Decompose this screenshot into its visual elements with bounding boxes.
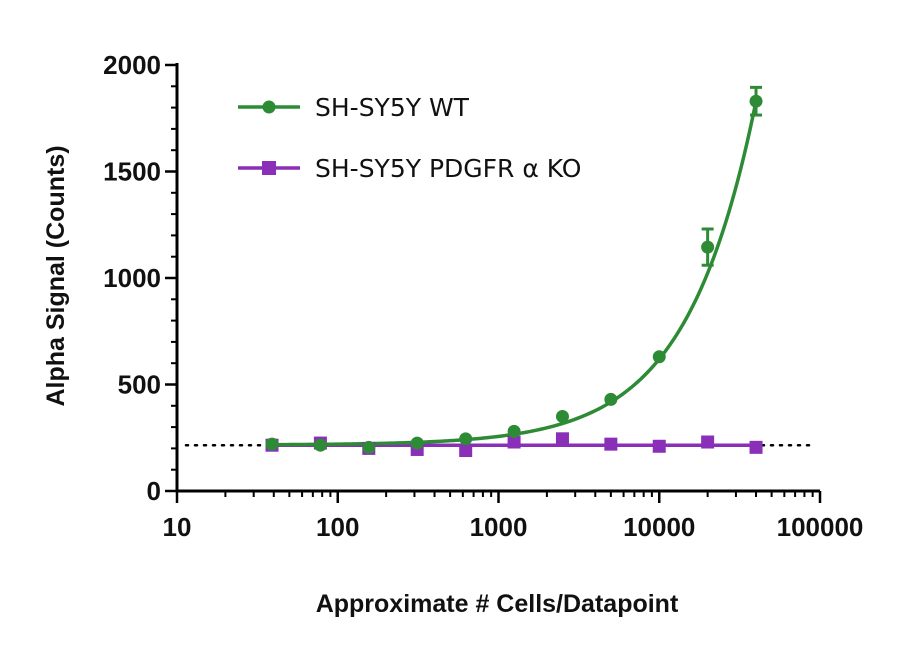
legend-item-wt: SH-SY5Y WT — [238, 93, 470, 122]
legend-ko-label: SH-SY5Y PDGFR α KO — [315, 154, 581, 183]
legend-wt-marker — [262, 100, 276, 114]
y-axis-title: Alpha Signal (Counts) — [42, 145, 70, 406]
wt-data-point — [749, 94, 763, 108]
y-tick-label: 500 — [118, 370, 161, 400]
y-tick-label: 0 — [147, 476, 161, 506]
x-axis-title: Approximate # Cells/Datapoint — [316, 590, 679, 618]
plot-area — [265, 85, 763, 458]
x-tick-label: 100 — [316, 512, 359, 542]
wt-data-point — [604, 392, 618, 406]
legend-ko-marker — [262, 161, 276, 175]
wt-data-point — [459, 432, 473, 446]
wt-data-point — [313, 438, 327, 452]
legend-wt-label: SH-SY5Y WT — [315, 93, 470, 122]
wt-data-point — [701, 240, 715, 254]
wt-data-point — [265, 437, 279, 451]
wt-data-point — [410, 436, 424, 450]
x-tick-label: 10000 — [623, 512, 695, 542]
wt-data-point — [362, 440, 376, 454]
ko-data-point — [604, 437, 618, 451]
x-tick-label: 10 — [163, 512, 192, 542]
axes: 0 500 1000 1500 2000 10 100 1000 10000 100000 — [103, 50, 863, 542]
ko-data-point — [749, 440, 763, 454]
legend-item-ko: SH-SY5Y PDGFR α KO — [238, 154, 581, 183]
wt-data-point — [555, 409, 569, 423]
ko-data-point — [507, 435, 521, 449]
x-tick-label: 100000 — [777, 512, 864, 542]
y-tick-label: 1000 — [103, 263, 161, 293]
wt-fit-curve — [271, 100, 758, 447]
wt-data-point — [652, 350, 666, 364]
legend: SH-SY5Y WT SH-SY5Y PDGFR α KO — [238, 93, 581, 183]
ko-data-point — [459, 444, 473, 458]
wt-data-point — [507, 424, 521, 438]
y-tick-label: 2000 — [103, 50, 161, 80]
ko-data-point — [652, 439, 666, 453]
ko-data-point — [701, 435, 715, 449]
x-tick-label: 1000 — [470, 512, 528, 542]
ko-data-point — [555, 432, 569, 446]
y-tick-label: 1500 — [103, 157, 161, 187]
